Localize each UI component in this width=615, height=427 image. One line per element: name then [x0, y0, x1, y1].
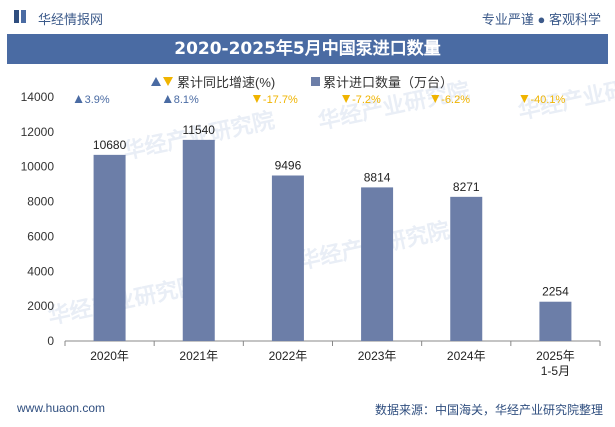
x-tick-label: 2022年	[269, 349, 308, 363]
growth-label: -40.1%	[530, 94, 565, 106]
y-tick-label: 0	[47, 334, 54, 348]
bar-value-label: 11540	[183, 123, 216, 137]
growth-up-icon	[74, 95, 83, 103]
legend-bar-swatch	[311, 77, 320, 86]
legend-growth-label: 累计同比增速(%)	[177, 75, 275, 90]
top-bar: 华经情报网 专业严谨 ● 客观科学	[0, 0, 615, 34]
footer-source: 数据来源：中国海关，华经产业研究院整理	[374, 403, 603, 417]
bar-0	[93, 154, 126, 341]
legend-bar-label: 累计进口数量（万台）	[323, 75, 453, 90]
y-tick-label: 14000	[21, 90, 55, 104]
bar-value-label: 2254	[542, 285, 569, 299]
bar-3	[361, 187, 394, 341]
bar-2	[271, 175, 304, 341]
tagline: 专业严谨 ● 客观科学	[481, 12, 601, 27]
growth-up-icon	[163, 95, 172, 103]
bar-1	[182, 139, 215, 341]
bar-value-label: 8271	[453, 180, 480, 194]
growth-label: 8.1%	[174, 94, 199, 106]
y-tick-label: 10000	[21, 160, 55, 174]
legend-down-icon	[163, 77, 173, 86]
x-tick-label: 2023年	[358, 349, 397, 363]
growth-label: -6.2%	[441, 94, 470, 106]
growth-label: -7.2%	[352, 94, 381, 106]
brand-name: 华经情报网	[38, 12, 104, 27]
chart-title: 2020-2025年5月中国泵进口数量	[7, 34, 608, 64]
x-tick-label: 2024年	[447, 349, 486, 363]
growth-down-icon	[520, 95, 529, 103]
bar-value-label: 9496	[275, 158, 302, 172]
footer-website[interactable]: www.huaon.com	[17, 401, 106, 415]
chart: 华经产业研究院华经产业研究院华经产业研究院华经产业研究院华经产业研究院累计同比增…	[21, 67, 615, 378]
growth-down-icon	[342, 95, 351, 103]
y-tick-label: 8000	[27, 195, 54, 209]
bar-5	[539, 301, 572, 341]
y-tick-label: 6000	[27, 229, 54, 243]
y-tick-label: 2000	[27, 299, 54, 313]
x-tick-label: 2025年	[536, 349, 575, 363]
x-tick-label: 2020年	[90, 349, 129, 363]
growth-label: 3.9%	[85, 94, 110, 106]
x-tick-label: 2021年	[179, 349, 218, 363]
bar-4	[450, 196, 483, 341]
growth-label: -17.7%	[263, 94, 298, 106]
y-tick-label: 4000	[27, 264, 54, 278]
y-tick-label: 12000	[21, 125, 55, 139]
bar-value-label: 10680	[93, 138, 127, 152]
growth-down-icon	[431, 95, 440, 103]
growth-down-icon	[252, 95, 261, 103]
x-tick-label: 1-5月	[541, 364, 570, 378]
logo-icon	[14, 10, 26, 23]
legend-up-icon	[151, 77, 161, 86]
bar-value-label: 8814	[364, 170, 391, 184]
